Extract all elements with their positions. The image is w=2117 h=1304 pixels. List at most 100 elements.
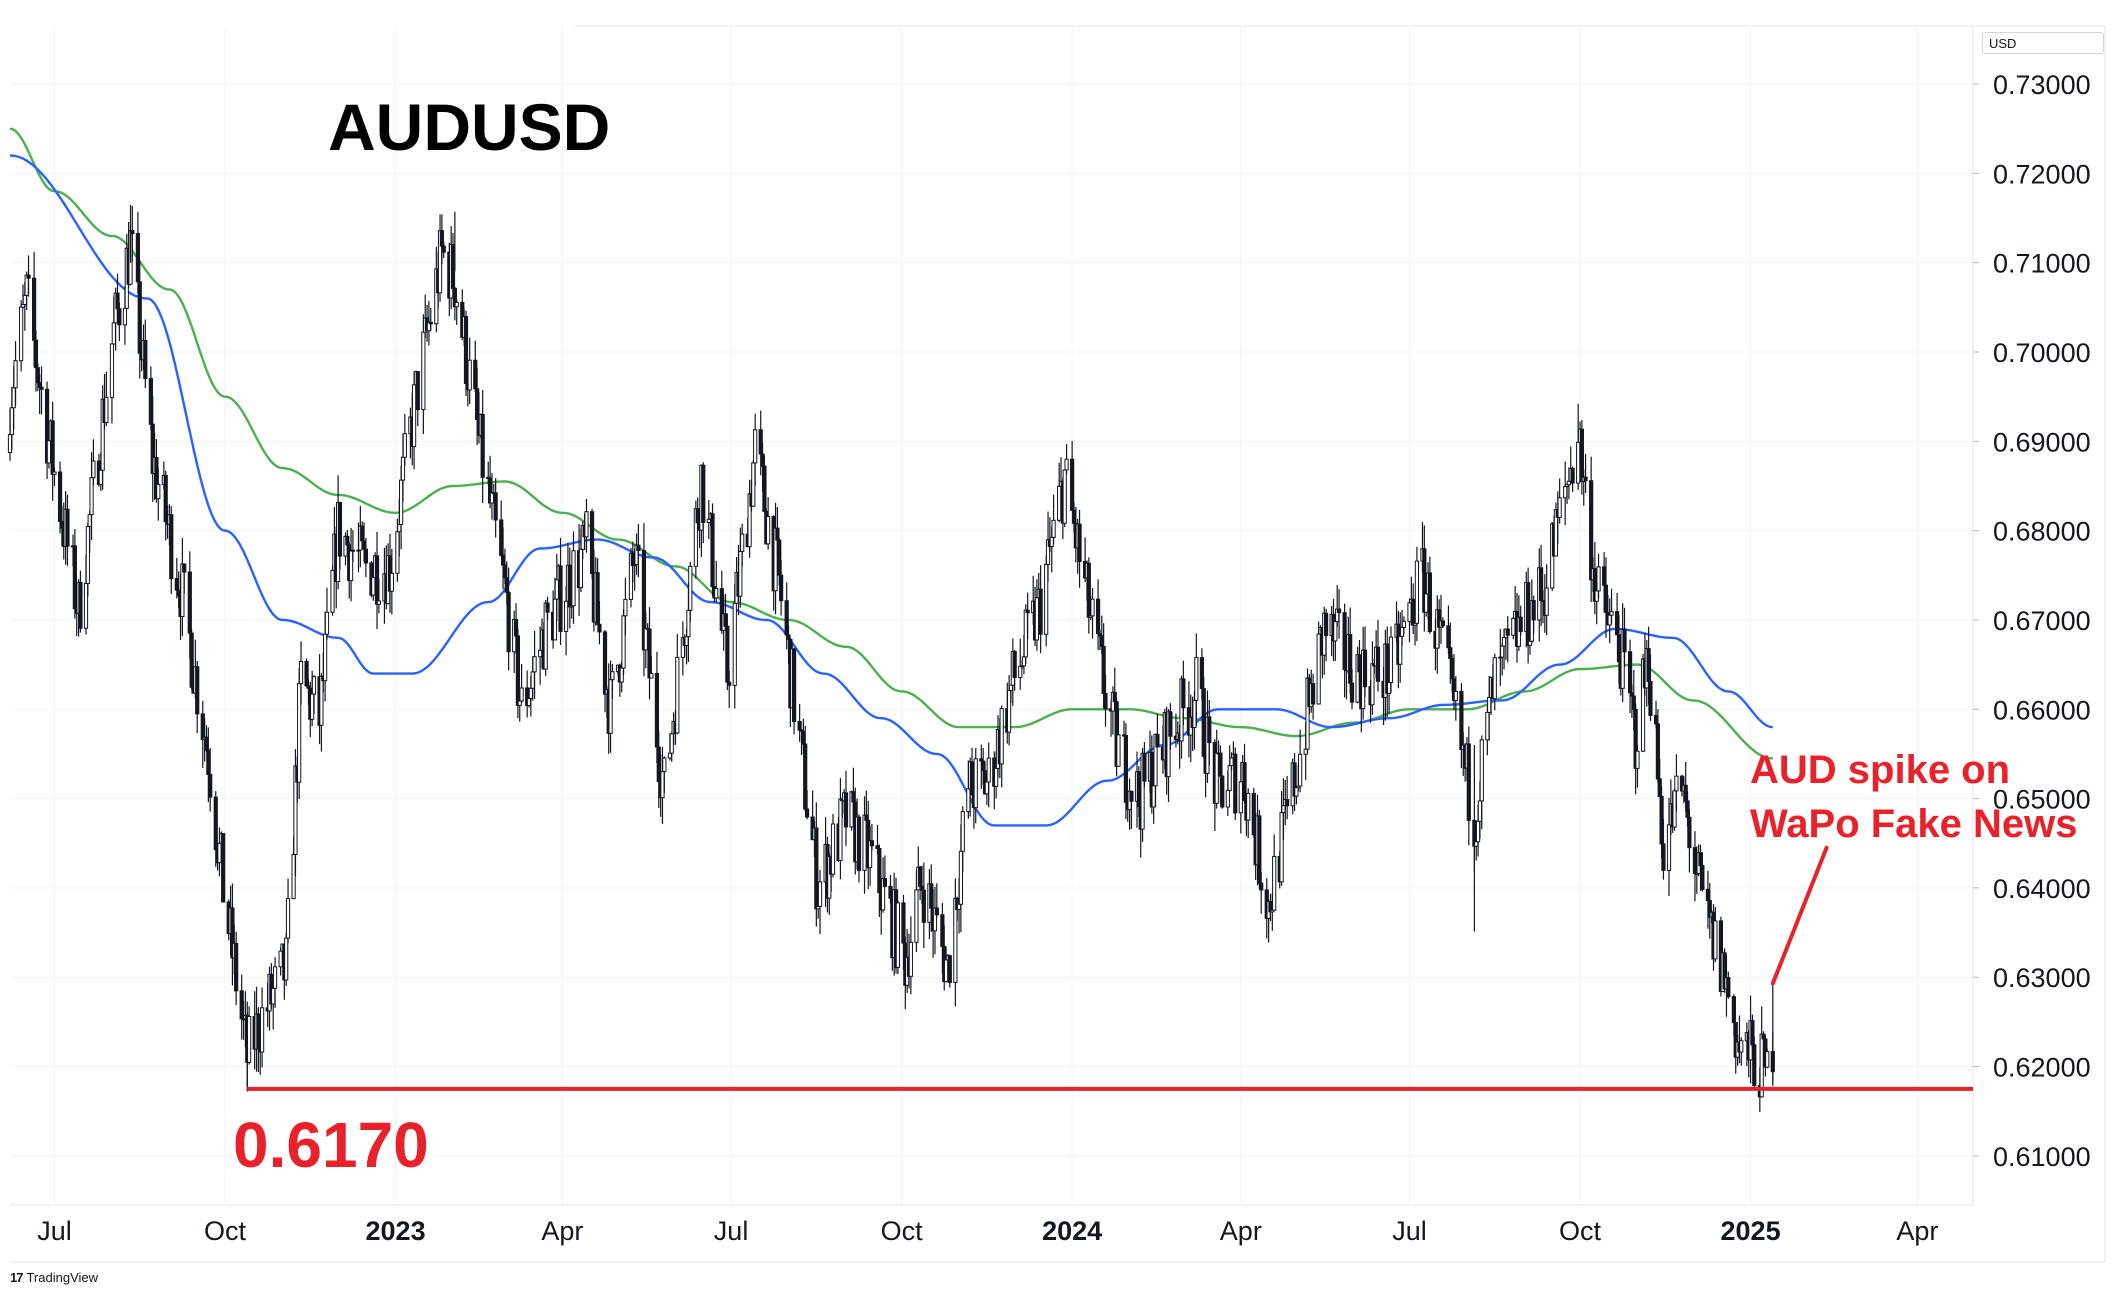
candle-body bbox=[1129, 790, 1134, 802]
candle-body bbox=[1298, 753, 1303, 787]
candle-body bbox=[1589, 480, 1594, 581]
candle-body bbox=[239, 990, 244, 1020]
candle-body bbox=[454, 301, 459, 308]
candle-body bbox=[130, 230, 135, 235]
candle-body bbox=[1527, 640, 1533, 646]
candle-body bbox=[558, 565, 563, 632]
candle-body bbox=[843, 792, 849, 828]
candle-body bbox=[838, 798, 843, 861]
y-tick-label: 0.67000 bbox=[1993, 606, 2091, 636]
candle-body bbox=[1648, 680, 1653, 716]
candle-body bbox=[1566, 480, 1572, 486]
candle-body bbox=[402, 433, 407, 458]
candle-body bbox=[1272, 855, 1277, 911]
candle-body bbox=[26, 274, 31, 279]
candle-body bbox=[999, 708, 1004, 765]
candle-body bbox=[1303, 748, 1308, 755]
candle-body bbox=[1657, 778, 1662, 797]
candle-body bbox=[117, 308, 122, 326]
candle-body bbox=[538, 649, 543, 658]
candle-body bbox=[1603, 584, 1609, 613]
candle-body bbox=[502, 564, 508, 579]
candle-body bbox=[851, 791, 856, 803]
candle-body bbox=[1095, 598, 1101, 635]
candle-body bbox=[1218, 752, 1223, 777]
candle-body bbox=[65, 508, 70, 547]
x-tick-label: Apr bbox=[1220, 1216, 1262, 1246]
candle-body bbox=[111, 322, 116, 345]
candle-body bbox=[89, 477, 94, 516]
candle-body bbox=[864, 814, 869, 821]
candle-body bbox=[797, 721, 802, 731]
candle-body bbox=[1051, 519, 1056, 538]
candle-body bbox=[1752, 1044, 1757, 1087]
candle-body bbox=[91, 460, 96, 479]
candle-body bbox=[200, 713, 205, 740]
candle-body bbox=[1479, 739, 1484, 802]
candle-body bbox=[554, 579, 559, 600]
candle-body bbox=[1025, 609, 1030, 614]
candle-body bbox=[350, 549, 356, 552]
candle-body bbox=[397, 523, 402, 533]
candle-body bbox=[475, 388, 480, 421]
candle-body bbox=[284, 937, 289, 981]
x-tick-label: Jul bbox=[1392, 1216, 1427, 1246]
candle-body bbox=[814, 827, 819, 910]
candle-body bbox=[1761, 1033, 1766, 1040]
candle-body bbox=[519, 687, 524, 702]
candle-body bbox=[552, 598, 558, 641]
candle-body bbox=[530, 671, 535, 689]
candle-body bbox=[1446, 625, 1451, 649]
candle-body bbox=[1227, 765, 1232, 791]
currency-selector[interactable]: USD bbox=[1982, 32, 2104, 54]
candle-body bbox=[1448, 647, 1453, 660]
candle-body bbox=[1021, 656, 1027, 667]
candle-body bbox=[981, 760, 986, 772]
candle-body bbox=[1225, 789, 1230, 808]
candle-body bbox=[213, 796, 218, 851]
candle-body bbox=[630, 552, 635, 567]
candle-body bbox=[1116, 734, 1121, 767]
candle-body bbox=[610, 671, 615, 681]
candle-body bbox=[187, 571, 192, 634]
annotation-pointer-line bbox=[1770, 845, 1829, 986]
candle-body bbox=[206, 749, 211, 775]
x-tick-label: Apr bbox=[541, 1216, 583, 1246]
y-tick-label: 0.62000 bbox=[1993, 1053, 2091, 1083]
candle-body bbox=[1342, 612, 1347, 671]
candle-body bbox=[602, 631, 608, 695]
candle-body bbox=[1103, 692, 1108, 710]
tradingview-brand[interactable]: 17 TradingView bbox=[10, 1270, 98, 1285]
candle-body bbox=[901, 902, 906, 944]
candle-body bbox=[1544, 587, 1549, 616]
candle-body bbox=[563, 600, 569, 632]
support-level: 0.6170 bbox=[233, 1086, 1973, 1181]
candle-body bbox=[176, 589, 181, 597]
candle-body bbox=[98, 469, 103, 485]
candle-body bbox=[256, 1013, 261, 1050]
candle-body bbox=[115, 292, 120, 310]
candle-body bbox=[204, 736, 209, 751]
candle-body bbox=[1492, 657, 1497, 700]
candle-body bbox=[221, 833, 226, 903]
candle-body bbox=[389, 572, 394, 592]
candle-body bbox=[1672, 790, 1677, 828]
candle-body bbox=[137, 281, 142, 354]
candle-body bbox=[11, 387, 16, 409]
candle-body bbox=[1238, 781, 1243, 814]
candle-body bbox=[647, 628, 652, 679]
candle-body bbox=[1257, 815, 1262, 884]
candle-body bbox=[400, 456, 406, 481]
candle-body bbox=[1698, 852, 1703, 867]
candle-body bbox=[649, 673, 654, 679]
candle-body bbox=[319, 675, 324, 726]
candle-body bbox=[217, 842, 222, 864]
candle-body bbox=[1362, 649, 1368, 688]
candle-body bbox=[234, 942, 239, 992]
candle-body bbox=[1233, 753, 1238, 814]
candle-body bbox=[1192, 699, 1197, 729]
candle-body bbox=[1459, 690, 1464, 751]
candle-body bbox=[1007, 689, 1012, 733]
